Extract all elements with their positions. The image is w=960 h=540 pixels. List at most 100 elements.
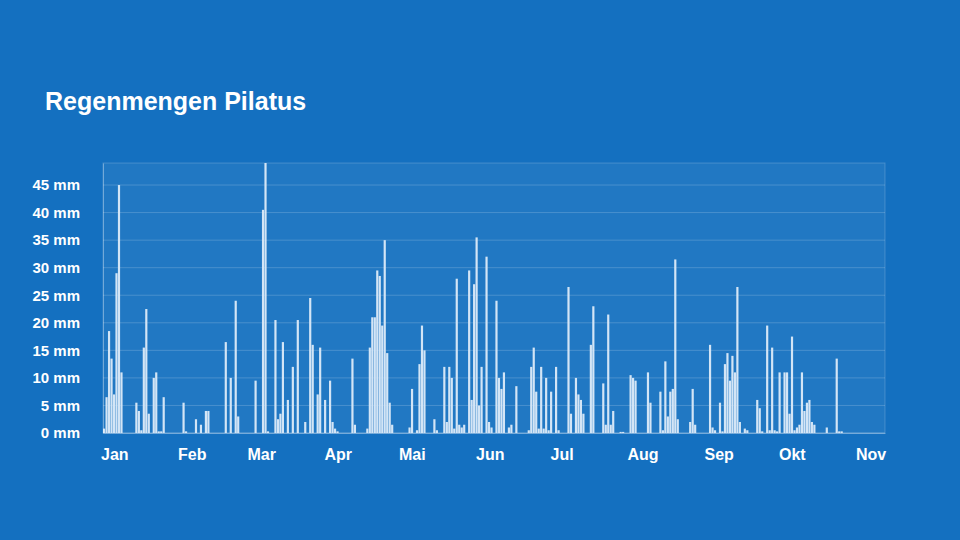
bar	[677, 419, 679, 433]
bar	[525, 433, 527, 434]
x-tick: Jan	[101, 433, 129, 463]
bar	[488, 422, 490, 433]
bar	[538, 429, 540, 433]
bar	[816, 433, 818, 434]
bar	[823, 433, 825, 434]
bar	[724, 364, 726, 433]
bar	[292, 367, 294, 433]
bar	[776, 431, 778, 433]
bar	[369, 348, 371, 433]
bar	[431, 433, 433, 434]
bar	[463, 425, 465, 433]
bar	[843, 433, 845, 434]
bar	[408, 427, 410, 433]
bar	[585, 433, 587, 434]
bar	[520, 433, 522, 434]
bar	[178, 433, 180, 434]
bar	[602, 383, 604, 433]
x-tick: Apr	[325, 433, 353, 463]
bar	[535, 392, 537, 433]
bar	[143, 348, 145, 433]
bar	[811, 422, 813, 433]
x-axis: JanFebMarAprMaiJunJulAugSepOktNov	[101, 433, 886, 463]
bar	[421, 326, 423, 433]
bar	[543, 429, 545, 433]
bar	[721, 431, 723, 433]
bar	[210, 433, 212, 434]
bar	[600, 433, 602, 434]
bar	[118, 185, 120, 433]
bar	[806, 403, 808, 433]
bar	[230, 378, 232, 433]
bar	[679, 433, 681, 434]
bar	[374, 317, 376, 433]
y-tick-label: 0 mm	[41, 424, 80, 441]
bar	[711, 427, 713, 433]
bar	[550, 392, 552, 433]
bar	[533, 348, 535, 433]
bar	[312, 345, 314, 433]
bar	[726, 353, 728, 433]
x-tick-label: Apr	[325, 446, 353, 463]
bar	[674, 259, 676, 433]
bar	[530, 367, 532, 433]
bar	[761, 431, 763, 433]
bar	[764, 433, 766, 434]
bar	[322, 433, 324, 434]
bar	[553, 433, 555, 434]
bar	[580, 400, 582, 433]
bar	[461, 427, 463, 433]
bar	[769, 430, 771, 433]
bar	[853, 433, 855, 434]
bar	[709, 345, 711, 433]
bar	[279, 414, 281, 433]
bar	[741, 433, 743, 434]
bar	[468, 270, 470, 433]
bar	[433, 419, 435, 433]
bar	[297, 320, 299, 433]
bar	[165, 433, 167, 434]
x-tick-label: Sep	[704, 446, 734, 463]
bar	[831, 433, 833, 434]
bar	[267, 431, 269, 433]
bar	[803, 411, 805, 433]
bar	[783, 372, 785, 433]
bar	[391, 425, 393, 433]
bar	[473, 284, 475, 433]
bar	[572, 433, 574, 434]
bar	[140, 430, 142, 433]
bar	[217, 433, 219, 434]
bar	[458, 425, 460, 433]
bar	[302, 433, 304, 434]
bar	[282, 342, 284, 433]
bar	[150, 433, 152, 434]
bar	[284, 433, 286, 434]
bar	[555, 367, 557, 433]
bar	[798, 425, 800, 433]
y-tick: 0 mm	[41, 424, 103, 441]
bar	[133, 433, 135, 434]
bar	[478, 405, 480, 433]
grid-line	[103, 240, 885, 241]
bar	[689, 422, 691, 433]
bar	[247, 433, 249, 434]
bar	[508, 427, 510, 433]
bar	[250, 433, 252, 434]
bar	[135, 403, 137, 433]
bar	[170, 433, 172, 434]
bar	[168, 433, 170, 434]
bar	[220, 433, 222, 434]
bar	[793, 430, 795, 433]
bar	[257, 433, 259, 434]
bar	[317, 394, 319, 433]
bar	[821, 433, 823, 434]
bar	[562, 433, 564, 434]
bar	[480, 367, 482, 433]
bar	[615, 433, 617, 434]
bar	[259, 433, 261, 434]
bar	[694, 425, 696, 433]
bar	[448, 367, 450, 433]
bar	[138, 411, 140, 433]
bar	[642, 433, 644, 434]
chart: 0 mm5 mm10 mm15 mm20 mm25 mm30 mm35 mm40…	[0, 0, 960, 540]
